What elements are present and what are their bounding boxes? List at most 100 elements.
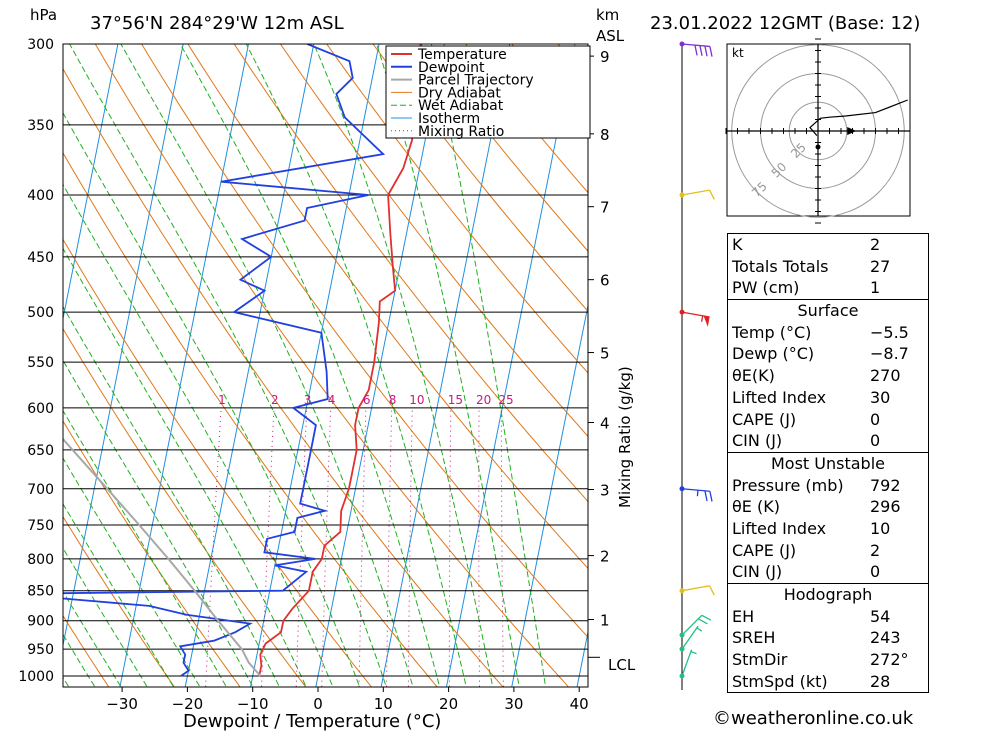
index-value: 54 (870, 606, 891, 626)
pressure-tick-label: 400 (27, 188, 54, 204)
indices-table: K 2 Totals Totals 27 PW (cm) 1 Surface Temp (°C… (727, 233, 929, 694)
x-tick-label: −30 (106, 695, 138, 713)
wind-barb (681, 43, 710, 48)
index-row: CIN (J) 0 (728, 561, 928, 583)
wind-barb-feather (708, 189, 715, 200)
wet-adiabat-line (69, 44, 387, 687)
legend-entry: Dewpoint (418, 60, 485, 76)
dry-adiabat-line (187, 44, 588, 570)
parcel-trace (63, 437, 262, 677)
mixing-ratio-label: 15 (448, 393, 463, 407)
index-row: θE (K) 296 (728, 496, 928, 518)
mixing-ratio-axis-label: Mixing Ratio (g/kg) (616, 366, 634, 508)
dry-adiabat-line (141, 44, 588, 638)
height-tick-label: 6 (600, 272, 610, 290)
index-value: 0 (870, 431, 881, 451)
index-row: StmSpd (kt) 28 (728, 671, 928, 693)
dewpoint-trace (63, 44, 386, 677)
pressure-tick-label: 900 (27, 614, 54, 630)
dry-adiabat-line (279, 44, 588, 438)
index-label: Lifted Index (732, 518, 827, 538)
index-row: Dewp (°C) −8.7 (728, 343, 928, 365)
index-label: StmDir (732, 650, 788, 670)
pressure-tick-label: 850 (27, 584, 54, 600)
legend-entry: Temperature (417, 47, 507, 63)
pressure-tick-label: 950 (27, 642, 54, 658)
height-tick-label: 2 (600, 548, 610, 566)
index-row: CIN (J) 0 (728, 430, 928, 452)
dry-adiabat-line (63, 67, 504, 687)
pressure-tick-label: 350 (27, 118, 54, 134)
index-value: 2 (870, 235, 881, 254)
height-tick-label: 4 (600, 415, 610, 433)
index-label: Pressure (mb) (732, 475, 844, 495)
wind-barb (681, 189, 710, 196)
index-value: 792 (870, 475, 901, 495)
wind-barb-feather (709, 46, 713, 57)
wet-adiabat-line (63, 547, 148, 687)
mixing-ratio-label: 6 (363, 393, 371, 407)
pressure-tick-label: 450 (27, 250, 54, 266)
wind-barb (681, 585, 710, 592)
index-label: CIN (J) (732, 431, 783, 451)
dry-adiabat-line (326, 44, 588, 374)
legend-entry: Wet Adiabat (418, 98, 504, 114)
index-row: θE(K) 270 (728, 365, 928, 387)
asl-unit: ASL (596, 27, 625, 45)
wet-adiabat-line (63, 247, 307, 687)
wind-barb-half-feather (690, 650, 697, 655)
index-row: CAPE (J) 2 (728, 540, 928, 562)
isotherm-line (576, 629, 588, 687)
index-value: 272° (870, 650, 909, 670)
wet-adiabat-line (63, 457, 201, 687)
index-label: Temp (°C) (732, 322, 812, 342)
index-value: 270 (870, 366, 901, 386)
index-label: θE (K) (732, 497, 780, 517)
legend-entry: Parcel Trajectory (418, 73, 534, 89)
index-label: Lifted Index (732, 387, 827, 407)
index-row: Temp (°C) −5.5 (728, 322, 928, 344)
pressure-tick-label: 700 (27, 482, 54, 498)
wet-adiabat-line (63, 305, 281, 687)
x-tick-label: 30 (504, 695, 523, 713)
legend-box (385, 45, 591, 139)
hodograph-trace (809, 99, 908, 136)
mixing-ratio-label: 3 (304, 393, 312, 407)
wind-barb-half-feather (696, 490, 699, 497)
x-tick-label: 40 (570, 695, 589, 713)
index-row: Pressure (mb) 792 (728, 475, 928, 497)
wind-barb (681, 625, 699, 650)
pressure-tick-label: 1000 (18, 669, 54, 685)
mixing-ratio-line (407, 407, 413, 687)
pressure-unit: hPa (30, 6, 57, 24)
height-tick-label: 8 (600, 126, 610, 144)
index-label: Dewp (°C) (732, 344, 815, 364)
wet-adiabat-line (63, 633, 96, 687)
wet-adiabat-line (245, 44, 467, 687)
index-row: Lifted Index 30 (728, 387, 928, 409)
index-value: 27 (870, 256, 891, 276)
pressure-tick-label: 600 (27, 401, 54, 417)
index-label: SREH (732, 628, 776, 648)
mixing-ratio-line (478, 407, 481, 687)
pressure-tick-label: 750 (27, 518, 54, 534)
x-tick-label: 10 (374, 695, 393, 713)
dry-adiabat-line (63, 614, 110, 687)
index-row: PW (cm) 1 (728, 277, 928, 299)
mixing-ratio-label: 20 (476, 393, 491, 407)
index-value: 0 (870, 562, 881, 582)
wind-barb-feather (704, 45, 708, 57)
dry-adiabat-line (94, 44, 570, 687)
isotherm-line (0, 44, 53, 702)
pressure-tick-label: 500 (27, 305, 54, 321)
hodograph-unit: kt (732, 46, 744, 60)
lcl-label: LCL (608, 656, 636, 674)
height-tick-label: 9 (600, 48, 610, 66)
wet-adiabat-line (63, 111, 361, 687)
isotherm-line (445, 44, 576, 687)
wet-adiabat-line (0, 44, 52, 702)
mixing-ratio-line (448, 407, 452, 687)
index-label: CIN (J) (732, 562, 783, 582)
index-row: EH 54 (728, 606, 928, 628)
wet-adiabat-line (179, 44, 441, 687)
